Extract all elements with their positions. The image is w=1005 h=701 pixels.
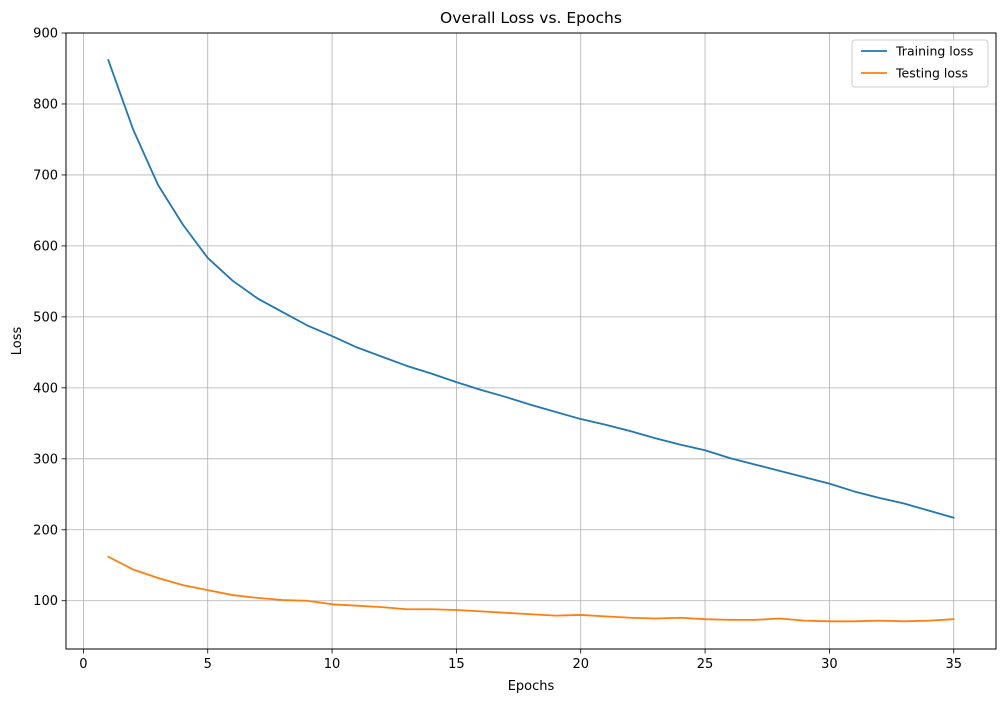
series-lines: [107, 59, 955, 623]
y-tick-label: 600: [33, 239, 58, 254]
x-tick-label: 0: [79, 657, 87, 672]
x-axis-label: Epochs: [508, 679, 555, 694]
x-axis-ticks: 0 5 10 15 20 25 30 35: [79, 649, 962, 672]
y-tick-label: 900: [33, 27, 58, 42]
y-tick-label: 200: [33, 523, 58, 538]
legend-label-training: Training loss: [895, 44, 973, 59]
legend: Training loss Testing loss: [851, 39, 989, 88]
x-tick-label: 15: [448, 657, 465, 672]
plot-frame: [65, 32, 997, 650]
y-axis-ticks: 100 200 300 400 500 600 700 800 900: [33, 27, 66, 609]
x-tick-label: 25: [697, 657, 714, 672]
y-tick-label: 500: [33, 310, 58, 325]
y-tick-label: 400: [33, 381, 58, 396]
y-tick-label: 300: [33, 452, 58, 467]
y-axis-label: Loss: [10, 327, 25, 356]
x-tick-label: 30: [821, 657, 838, 672]
y-tick-label: 700: [33, 168, 58, 183]
legend-label-testing: Testing loss: [895, 66, 968, 81]
x-tick-label: 20: [572, 657, 589, 672]
series-line-testing-loss: [107, 555, 955, 623]
y-tick-label: 100: [33, 594, 58, 609]
series-line-training-loss: [107, 59, 955, 519]
chart-title: Overall Loss vs. Epochs: [440, 9, 622, 27]
x-tick-label: 10: [324, 657, 341, 672]
y-tick-label: 800: [33, 97, 58, 112]
x-tick-label: 35: [945, 657, 962, 672]
x-tick-label: 5: [204, 657, 212, 672]
